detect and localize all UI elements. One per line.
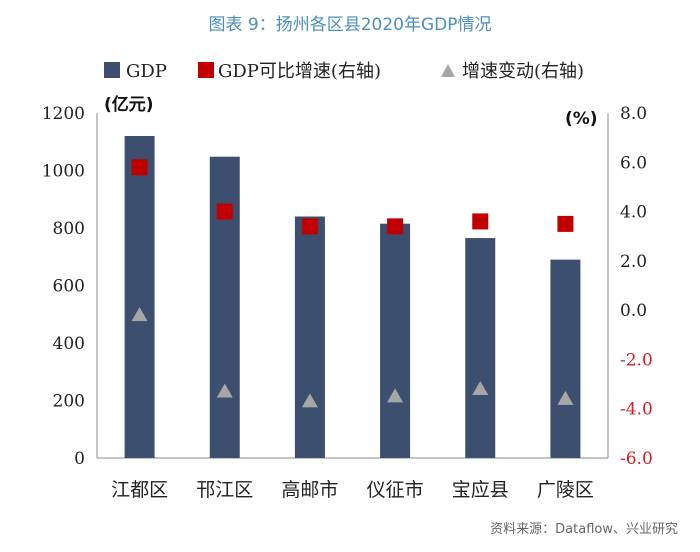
right-tick-label: 8.0	[620, 104, 647, 124]
marker-change	[387, 388, 404, 403]
category-label: 江都区	[111, 479, 168, 501]
bar-gdp	[380, 223, 411, 458]
bar-gdp	[550, 259, 581, 458]
right-tick-label: -4.0	[620, 400, 653, 420]
legend-swatch-gdp	[104, 62, 120, 78]
legend: GDP GDP可比增速(右轴) 增速变动(右轴)	[104, 61, 584, 82]
legend-label-change: 增速变动(右轴)	[462, 61, 584, 82]
marker-growth	[472, 213, 489, 230]
marker-change	[301, 393, 318, 408]
right-tick-label: 4.0	[620, 203, 647, 223]
marker-growth	[216, 203, 233, 220]
right-axis-unit: (%)	[565, 109, 598, 129]
left-tick-label: 800	[53, 219, 85, 239]
category-label: 高邮市	[281, 479, 338, 501]
bar-gdp	[294, 216, 325, 458]
right-tick-label: -2.0	[620, 350, 653, 370]
right-tick-label: -6.0	[620, 449, 653, 469]
right-tick-label: 0.0	[620, 301, 647, 321]
category-label: 广陵区	[537, 479, 594, 501]
left-tick-label: 600	[53, 277, 85, 297]
right-axis-ticks: -6.0 -4.0 -2.0 0.0 2.0 4.0 6.0 8.0	[620, 104, 653, 469]
marker-change	[472, 381, 489, 395]
category-label: 邗江区	[196, 479, 253, 501]
marker-growth	[131, 159, 148, 176]
gdp-bars	[124, 136, 581, 458]
legend-label-gdp: GDP	[126, 61, 167, 82]
category-labels: 江都区 邗江区 高邮市 仪征市 宝应县 广陵区	[111, 479, 594, 501]
legend-label-growth: GDP可比增速(右轴)	[218, 61, 381, 82]
marker-change	[216, 383, 233, 398]
category-label: 仪征市	[367, 479, 424, 501]
marker-change	[131, 307, 148, 322]
left-axis-unit: (亿元)	[104, 94, 154, 115]
category-label: 宝应县	[452, 479, 509, 501]
chart-title: 图表 9：扬州各区县2020年GDP情况	[208, 15, 492, 35]
bar-gdp	[124, 136, 155, 458]
right-tick-label: 2.0	[620, 252, 647, 272]
left-tick-label: 200	[53, 392, 85, 412]
marker-growth	[387, 218, 404, 235]
marker-growth	[301, 218, 318, 235]
right-tick-label: 6.0	[620, 153, 647, 173]
left-tick-label: 1000	[42, 162, 85, 182]
legend-swatch-change	[441, 64, 455, 77]
bar-gdp	[465, 238, 496, 458]
left-tick-label: 1200	[42, 104, 85, 124]
source-note: 资料来源：Dataflow、兴业研究	[490, 522, 678, 537]
change-markers	[131, 307, 574, 408]
growth-markers	[131, 159, 574, 235]
left-axis-ticks: 0 200 400 600 800 1000 1200	[42, 104, 85, 469]
legend-swatch-growth	[198, 62, 214, 78]
bar-gdp	[209, 156, 240, 458]
left-tick-label: 0	[74, 449, 85, 469]
marker-growth	[557, 215, 574, 232]
left-tick-label: 400	[53, 334, 85, 354]
marker-change	[557, 390, 574, 405]
